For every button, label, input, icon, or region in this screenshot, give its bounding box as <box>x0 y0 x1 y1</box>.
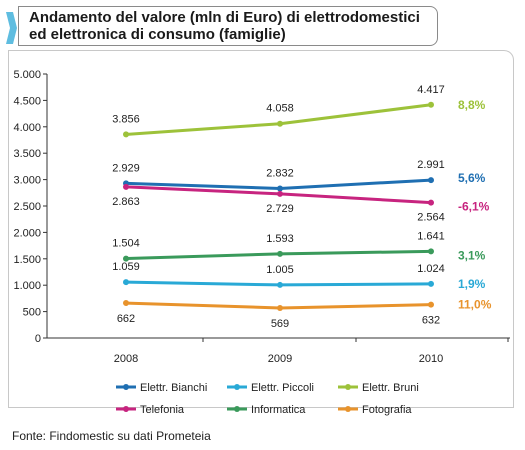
data-point <box>277 120 283 127</box>
legend-label: Fotografia <box>362 404 412 416</box>
y-tick-label: 4.000 <box>13 122 41 134</box>
data-label: 632 <box>422 315 440 327</box>
data-label: 569 <box>271 318 289 330</box>
legend-label: Elettr. Bianchi <box>140 382 207 394</box>
data-point <box>123 255 129 262</box>
legend-marker <box>234 384 240 390</box>
growth-label: 3,1% <box>458 248 486 262</box>
data-label: 2.991 <box>417 159 445 171</box>
data-point <box>123 131 129 138</box>
y-tick-label: 500 <box>23 307 41 319</box>
data-label: 2.863 <box>112 196 140 208</box>
data-label: 1.024 <box>417 263 445 275</box>
data-label: 662 <box>117 313 135 325</box>
legend-label: Informatica <box>251 404 306 416</box>
y-tick-label: 3.000 <box>13 175 41 187</box>
source-note: Fonte: Findomestic su dati Prometeia <box>12 429 211 443</box>
data-point <box>428 301 434 308</box>
data-label: 2.729 <box>266 203 294 215</box>
legend-marker <box>123 384 129 390</box>
growth-label: -6,1% <box>458 200 490 214</box>
y-tick-label: 1.000 <box>13 280 41 292</box>
chart-frame <box>8 50 514 408</box>
data-label: 4.417 <box>417 84 445 96</box>
data-label: 4.058 <box>266 103 294 115</box>
data-point <box>123 183 129 190</box>
data-label: 2.564 <box>417 212 445 224</box>
data-label: 1.641 <box>417 230 445 242</box>
x-tick-label: 2008 <box>114 353 138 365</box>
data-point <box>277 190 283 197</box>
growth-label: 5,6% <box>458 171 486 185</box>
growth-label: 8,8% <box>458 98 486 112</box>
legend-label: Elettr. Bruni <box>362 382 419 394</box>
data-point <box>428 280 434 287</box>
growth-label: 1,9% <box>458 277 486 291</box>
data-point <box>428 199 434 206</box>
data-point <box>428 177 434 184</box>
data-point <box>428 248 434 255</box>
legend-label: Elettr. Piccoli <box>251 382 314 394</box>
y-tick-label: 4.500 <box>13 95 41 107</box>
legend-marker <box>123 406 129 412</box>
data-point <box>428 101 434 108</box>
data-label: 2.929 <box>112 162 140 174</box>
legend-marker <box>234 406 240 412</box>
data-label: 1.059 <box>112 261 140 273</box>
data-point <box>277 250 283 257</box>
x-tick-label: 2009 <box>268 353 292 365</box>
data-point <box>123 300 129 307</box>
y-tick-label: 5.000 <box>13 69 41 81</box>
data-label: 3.856 <box>112 113 140 125</box>
chart-title-line-1: Andamento del valore (mln di Euro) di el… <box>29 9 420 26</box>
data-point <box>277 185 283 192</box>
chart-title-line-2: ed elettronica di consumo (famiglie) <box>29 26 286 43</box>
title-accent <box>6 12 17 44</box>
data-point <box>277 304 283 311</box>
x-tick-label: 2010 <box>419 353 443 365</box>
data-label: 2.832 <box>266 167 294 179</box>
legend-marker <box>345 406 351 412</box>
y-tick-label: 3.500 <box>13 148 41 160</box>
data-point <box>277 281 283 288</box>
data-point <box>123 279 129 286</box>
legend-marker <box>345 384 351 390</box>
y-tick-label: 1.500 <box>13 254 41 266</box>
legend-label: Telefonia <box>140 404 185 416</box>
growth-label: 11,0% <box>458 298 492 312</box>
y-tick-label: 2.000 <box>13 227 41 239</box>
data-label: 1.593 <box>266 233 294 245</box>
data-label: 1.504 <box>112 238 140 250</box>
data-label: 1.005 <box>266 264 294 276</box>
chart-title-box: Andamento del valore (mln di Euro) di el… <box>18 6 438 46</box>
y-tick-label: 0 <box>35 333 41 345</box>
y-tick-label: 2.500 <box>13 201 41 213</box>
